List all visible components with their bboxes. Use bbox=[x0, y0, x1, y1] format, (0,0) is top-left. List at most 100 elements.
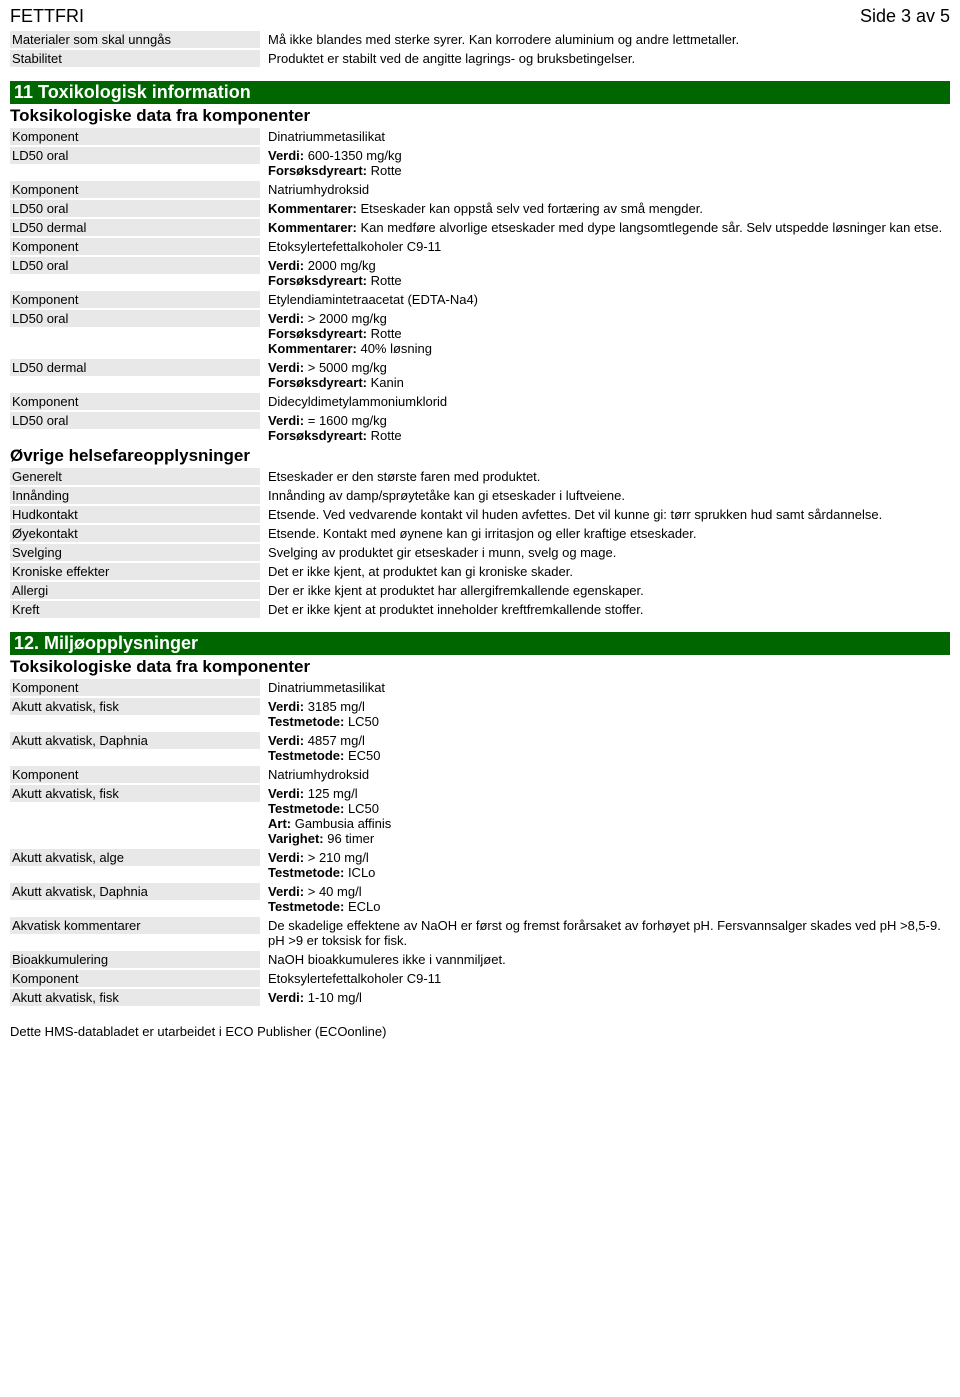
section-11-banner: 11 Toxikologisk information bbox=[10, 81, 950, 104]
row-value: Det er ikke kjent at produktet inneholde… bbox=[260, 601, 950, 618]
row-label: Hudkontakt bbox=[10, 506, 260, 523]
value-line: Art: Gambusia affinis bbox=[268, 816, 946, 831]
row-value: Verdi: 600-1350 mg/kgForsøksdyreart: Rot… bbox=[260, 147, 950, 179]
row-label: LD50 dermal bbox=[10, 219, 260, 236]
value-line: Verdi: > 2000 mg/kg bbox=[268, 311, 946, 326]
row-label: LD50 oral bbox=[10, 147, 260, 164]
value-line-key: Testmetode: bbox=[268, 748, 348, 763]
data-row: Akutt akvatisk, Daphnia Verdi: > 40 mg/lT… bbox=[10, 883, 950, 915]
row-label: Øyekontakt bbox=[10, 525, 260, 542]
section-11-rows-2: GenereltEtseskader er den største faren … bbox=[10, 468, 950, 618]
row-value: Etylendiamintetraacetat (EDTA-Na4) bbox=[260, 291, 950, 308]
value-line: Kommentarer: Etseskader kan oppstå selv … bbox=[268, 201, 946, 216]
value-line-key: Verdi: bbox=[268, 884, 308, 899]
data-row: LD50 dermal Kommentarer: Kan medføre alvo… bbox=[10, 219, 950, 236]
value-line-key: Kommentarer: bbox=[268, 201, 360, 216]
value-line-text: 40% løsning bbox=[360, 341, 432, 356]
data-row: LD50 oralVerdi: 600-1350 mg/kgForsøksdyr… bbox=[10, 147, 950, 179]
row-value: Verdi: 125 mg/lTestmetode: LC50Art: Gamb… bbox=[260, 785, 950, 847]
row-value: Verdi: 1-10 mg/l bbox=[260, 989, 950, 1006]
value-line-text: Rotte bbox=[371, 163, 402, 178]
value-line: Forsøksdyreart: Kanin bbox=[268, 375, 946, 390]
data-row: InnåndingInnånding av damp/sprøytetåke k… bbox=[10, 487, 950, 504]
row-value: Etoksylertefettalkoholer C9-11 bbox=[260, 970, 950, 987]
row-label: LD50 dermal bbox=[10, 359, 260, 376]
data-row: KreftDet er ikke kjent at produktet inne… bbox=[10, 601, 950, 618]
section-12-rows: KomponentDinatriummetasilikatAkutt akvat… bbox=[10, 679, 950, 1006]
row-label: LD50 oral bbox=[10, 200, 260, 217]
data-row: KomponentEtylendiamintetraacetat (EDTA-N… bbox=[10, 291, 950, 308]
data-row: KomponentDinatriummetasilikat bbox=[10, 128, 950, 145]
value-line-key: Forsøksdyreart: bbox=[268, 326, 371, 341]
row-value: Må ikke blandes med sterke syrer. Kan ko… bbox=[260, 31, 950, 48]
row-value: Etoksylertefettalkoholer C9-11 bbox=[260, 238, 950, 255]
value-line-key: Varighet: bbox=[268, 831, 327, 846]
value-line-text: ECLo bbox=[348, 899, 381, 914]
value-line-key: Forsøksdyreart: bbox=[268, 273, 371, 288]
row-label: Innånding bbox=[10, 487, 260, 504]
value-line-text: 125 mg/l bbox=[308, 786, 358, 801]
section-11-rows-1: KomponentDinatriummetasilikatLD50 oralVe… bbox=[10, 128, 950, 444]
data-row: KomponentNatriumhydroksid bbox=[10, 766, 950, 783]
row-value: Kommentarer: Etseskader kan oppstå selv … bbox=[260, 200, 950, 217]
value-line-text: ICLo bbox=[348, 865, 375, 880]
value-line-text: 4857 mg/l bbox=[308, 733, 365, 748]
value-line-key: Forsøksdyreart: bbox=[268, 428, 371, 443]
row-value: Verdi: = 1600 mg/kgForsøksdyreart: Rotte bbox=[260, 412, 950, 444]
top-section: Materialer som skal unngåsMå ikke blande… bbox=[10, 31, 950, 67]
data-row: Akvatisk kommentarerDe skadelige effekte… bbox=[10, 917, 950, 949]
row-value: Etsende. Kontakt med øynene kan gi irrit… bbox=[260, 525, 950, 542]
value-line-key: Verdi: bbox=[268, 148, 308, 163]
row-value: Svelging av produktet gir etseskader i m… bbox=[260, 544, 950, 561]
value-line: Verdi: = 1600 mg/kg bbox=[268, 413, 946, 428]
value-line: Varighet: 96 timer bbox=[268, 831, 946, 846]
row-value: Produktet er stabilt ved de angitte lagr… bbox=[260, 50, 950, 67]
value-line-key: Kommentarer: bbox=[268, 220, 360, 235]
value-line-key: Verdi: bbox=[268, 413, 308, 428]
row-value: Dinatriummetasilikat bbox=[260, 128, 950, 145]
row-value: De skadelige effektene av NaOH er først … bbox=[260, 917, 950, 949]
data-row: Akutt akvatisk, alge Verdi: > 210 mg/lTes… bbox=[10, 849, 950, 881]
value-line: Forsøksdyreart: Rotte bbox=[268, 163, 946, 178]
value-line-key: Testmetode: bbox=[268, 714, 348, 729]
data-row: LD50 oralVerdi: 2000 mg/kgForsøksdyreart… bbox=[10, 257, 950, 289]
row-value: Verdi: 3185 mg/lTestmetode: LC50 bbox=[260, 698, 950, 730]
row-label: Komponent bbox=[10, 238, 260, 255]
row-value: Dinatriummetasilikat bbox=[260, 679, 950, 696]
data-row: StabilitetProduktet er stabilt ved de an… bbox=[10, 50, 950, 67]
data-row: SvelgingSvelging av produktet gir etsesk… bbox=[10, 544, 950, 561]
row-value: Etseskader er den største faren med prod… bbox=[260, 468, 950, 485]
data-row: LD50 oral Kommentarer: Etseskader kan opp… bbox=[10, 200, 950, 217]
row-value: Det er ikke kjent, at produktet kan gi k… bbox=[260, 563, 950, 580]
row-value: Verdi: > 5000 mg/kgForsøksdyreart: Kanin bbox=[260, 359, 950, 391]
value-line: Forsøksdyreart: Rotte bbox=[268, 326, 946, 341]
value-line-text: > 40 mg/l bbox=[308, 884, 362, 899]
value-line-text: > 2000 mg/kg bbox=[308, 311, 387, 326]
row-value: Verdi: > 2000 mg/kgForsøksdyreart: Rotte… bbox=[260, 310, 950, 357]
value-line: Verdi: > 210 mg/l bbox=[268, 850, 946, 865]
value-line: Testmetode: ECLo bbox=[268, 899, 946, 914]
value-line: Kommentarer: 40% løsning bbox=[268, 341, 946, 356]
page-header: FETTFRI Side 3 av 5 bbox=[10, 6, 950, 27]
row-label: LD50 oral bbox=[10, 310, 260, 327]
value-line-key: Verdi: bbox=[268, 258, 308, 273]
value-line-text: LC50 bbox=[348, 801, 379, 816]
section-11-sub2: Øvrige helsefareopplysninger bbox=[10, 446, 950, 466]
product-name: FETTFRI bbox=[10, 6, 84, 27]
value-line: Verdi: 4857 mg/l bbox=[268, 733, 946, 748]
value-line: Testmetode: ICLo bbox=[268, 865, 946, 880]
row-label: Akutt akvatisk, Daphnia bbox=[10, 883, 260, 900]
value-line-text: Rotte bbox=[371, 428, 402, 443]
row-label: Akutt akvatisk, alge bbox=[10, 849, 260, 866]
data-row: ØyekontaktEtsende. Kontakt med øynene ka… bbox=[10, 525, 950, 542]
value-line: Testmetode: LC50 bbox=[268, 801, 946, 816]
section-11-sub1: Toksikologiske data fra komponenter bbox=[10, 106, 950, 126]
value-line: Forsøksdyreart: Rotte bbox=[268, 428, 946, 443]
value-line-text: Kan medføre alvorlige etseskader med dyp… bbox=[360, 220, 942, 235]
row-label: Akvatisk kommentarer bbox=[10, 917, 260, 934]
value-line-text: 600-1350 mg/kg bbox=[308, 148, 402, 163]
row-label: Stabilitet bbox=[10, 50, 260, 67]
value-line-text: = 1600 mg/kg bbox=[308, 413, 387, 428]
row-label: Bioakkumulering bbox=[10, 951, 260, 968]
value-line-text: > 210 mg/l bbox=[308, 850, 369, 865]
